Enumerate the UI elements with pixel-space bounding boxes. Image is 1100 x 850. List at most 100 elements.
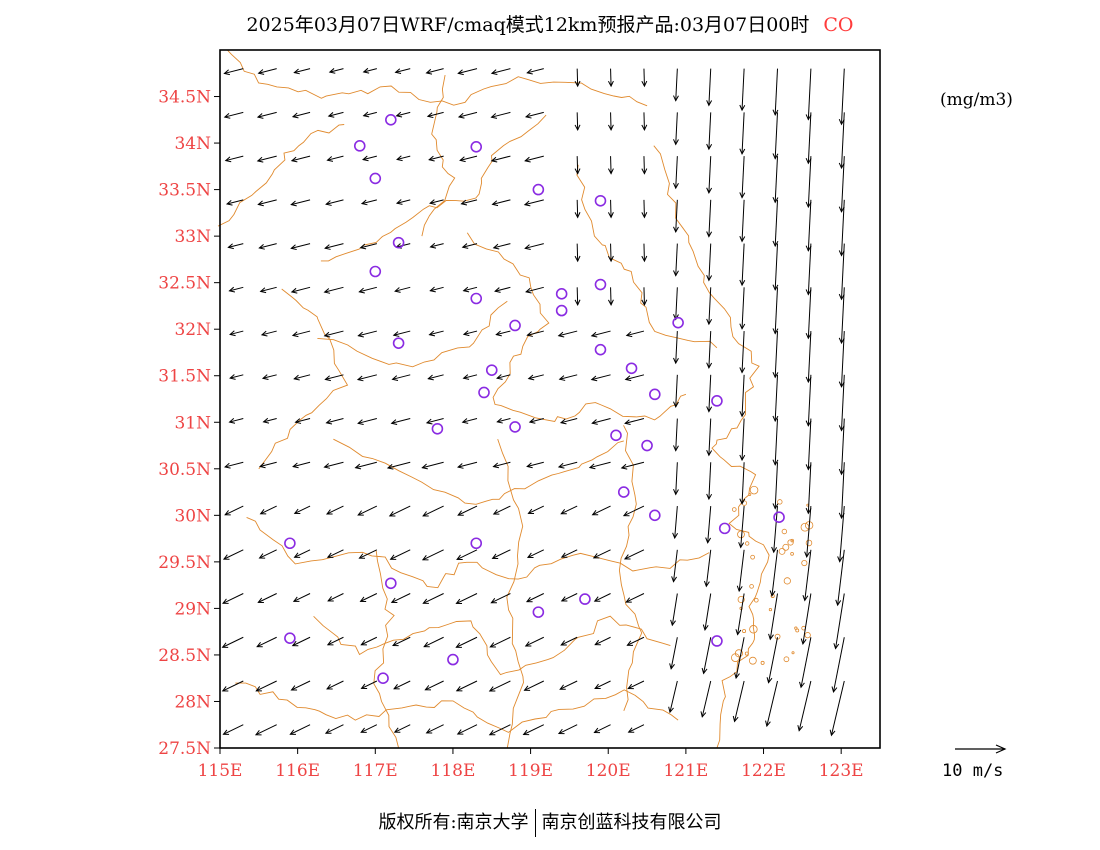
island-outline <box>800 522 810 532</box>
boundary-line <box>317 300 508 368</box>
wind-arrow-shaft <box>358 418 377 424</box>
wind-arrow-shaft <box>771 549 779 596</box>
wind-arrow-shaft <box>224 111 244 118</box>
wind-arrow-head <box>673 489 679 496</box>
wind-arrow-head <box>492 509 500 515</box>
wind-arrow-head <box>490 597 497 604</box>
wind-arrow-shaft <box>774 112 779 159</box>
wind-arrow-shaft <box>705 549 712 587</box>
station-marker <box>392 337 405 349</box>
lon-tick-label: 118E <box>431 761 476 781</box>
wind-arrow-shaft <box>837 549 845 606</box>
wind-arrow-head <box>593 596 601 602</box>
wind-arrow-head <box>768 633 774 641</box>
island-outline <box>783 656 790 663</box>
wind-arrow-shaft <box>708 112 712 150</box>
island-outline <box>791 651 795 655</box>
wind-arrow-shaft <box>224 505 244 516</box>
wind-arrow-head <box>326 640 334 646</box>
wind-arrow-head <box>291 640 299 647</box>
island-outline <box>749 584 754 589</box>
wind-arrow-shaft <box>429 155 444 161</box>
wind-arrow-shaft <box>800 637 812 688</box>
boundary-line <box>466 232 687 423</box>
station-marker <box>711 395 723 407</box>
wind-arrow-head <box>257 69 265 75</box>
wind-arrow-head <box>221 642 229 648</box>
map-frame <box>219 49 881 749</box>
wind-arrow-shaft <box>741 68 745 111</box>
wind-arrow-head <box>802 594 809 602</box>
island-outline <box>748 493 752 496</box>
wind-arrow-shaft <box>675 418 678 451</box>
island-outline <box>753 597 759 603</box>
station-marker <box>284 632 296 644</box>
wind-arrow-head <box>527 508 535 515</box>
wind-arrow-head <box>225 199 233 206</box>
wind-arrow-shaft <box>524 680 545 691</box>
wind-arrow-head <box>574 212 581 219</box>
wind-arrow-head <box>771 546 778 554</box>
wind-arrow-shaft <box>226 199 244 205</box>
wind-arrow-shaft <box>840 374 845 431</box>
station-marker <box>555 288 568 300</box>
wind-arrow-head <box>706 362 713 369</box>
wind-arrow-shaft <box>774 156 779 203</box>
boundary-line <box>246 516 710 589</box>
wind-arrow-head <box>293 508 301 515</box>
island-outline <box>737 596 745 604</box>
wind-arrow-head <box>574 124 581 131</box>
wind-arrow-head <box>838 162 845 170</box>
wind-arrow-shaft <box>427 111 444 117</box>
wind-arrow-shaft <box>293 461 311 468</box>
wind-arrow-shaft <box>492 549 511 559</box>
wind-arrow-shaft <box>222 636 244 648</box>
wind-arrow-head <box>673 139 679 146</box>
wind-arrow-shaft <box>830 680 845 736</box>
wind-arrow-head <box>772 284 779 291</box>
wind-arrow-head <box>607 255 614 263</box>
wind-arrow-head <box>607 212 614 219</box>
wind-arrow-shaft <box>525 636 545 647</box>
wind-arrow-head <box>261 374 269 380</box>
wind-arrow-head <box>427 374 434 381</box>
wind-arrow-shaft <box>497 418 511 423</box>
wind-arrow-shaft <box>422 549 444 561</box>
wind-arrow-shaft <box>560 418 578 424</box>
wind-arrow-shaft <box>675 287 678 320</box>
wind-arrow-head <box>222 598 229 604</box>
wind-arrow-shaft <box>591 374 611 381</box>
wind-arrow-shaft <box>390 549 411 560</box>
station-marker <box>470 140 483 153</box>
wind-arrow-shaft <box>291 243 311 249</box>
wind-arrow-head <box>360 683 368 689</box>
wind-arrow-head <box>799 681 805 689</box>
boundary-line <box>313 615 671 676</box>
wind-arrow-head <box>838 468 845 476</box>
wind-arrow-shaft <box>463 330 478 335</box>
island-outline <box>745 541 750 546</box>
wind-arrow-shaft <box>840 68 845 125</box>
wind-arrow-head <box>291 112 299 119</box>
wind-arrow-shaft <box>741 243 745 286</box>
wind-arrow-shaft <box>559 374 578 380</box>
wind-arrow-head <box>805 245 812 252</box>
wind-arrow-shaft <box>708 418 712 456</box>
map-axes: 34.5N 34N 33.5N 33N 32.5N 32N 31.5N 31N 30.5N 30N… <box>158 88 863 781</box>
wind-arrow-shaft <box>525 155 544 162</box>
lat-tick-label: 28N <box>174 692 211 712</box>
wind-arrow-shaft <box>741 199 745 242</box>
wind-arrow-head <box>673 95 679 102</box>
wind-arrow-head <box>622 510 630 517</box>
wind-arrow-head <box>461 243 469 249</box>
wind-arrow-head <box>706 493 713 501</box>
wind-arrow-head <box>293 374 300 381</box>
wind-arrow-head <box>627 683 634 690</box>
wind-arrow-shaft <box>422 461 444 469</box>
boundary-line <box>258 288 349 470</box>
wind-arrow-shaft <box>491 155 511 162</box>
wind-arrow-head <box>258 553 266 559</box>
wind-arrow-shaft <box>493 243 511 249</box>
wind-arrow-head <box>423 641 430 648</box>
wind-arrow-shaft <box>396 111 411 117</box>
